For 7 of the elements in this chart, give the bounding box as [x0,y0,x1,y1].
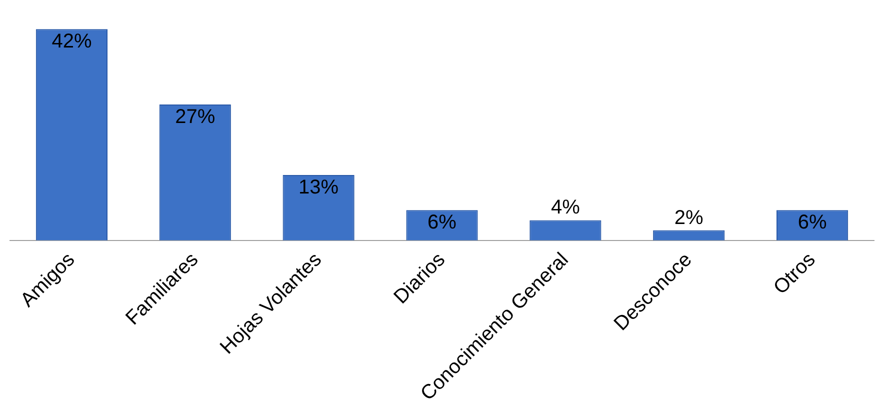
data-label: 13% [298,176,339,198]
data-label: 4% [550,196,580,219]
data-label: 27% [175,106,216,128]
data-label: 2% [674,206,704,229]
data-label: 6% [798,212,827,234]
data-label: 6% [428,212,457,234]
data-label: 42% [52,30,92,53]
